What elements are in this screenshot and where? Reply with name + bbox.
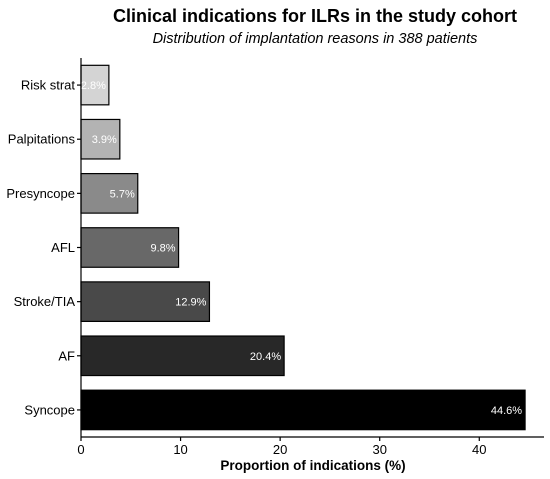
y-tick-label: AF	[58, 348, 75, 363]
data-label: 20.4%	[250, 351, 281, 363]
x-tick-label: 20	[273, 442, 287, 457]
x-axis-ticks: 0 10 20 30 40	[77, 437, 487, 457]
data-label: 44.6%	[491, 405, 522, 417]
bars-group: 44.6% 20.4% 12.9% 9.8% 5.7% 3.9% 2.8%	[80, 64, 526, 431]
bar-palpitations	[80, 118, 121, 160]
x-tick-label: 30	[372, 442, 386, 457]
y-tick-label: Risk strat	[21, 78, 76, 93]
bar-af	[80, 335, 285, 377]
y-tick-label: Palpitations	[8, 132, 76, 147]
bar-presyncope	[80, 172, 139, 214]
x-tick-label: 0	[77, 442, 84, 457]
x-tick-label: 40	[472, 442, 486, 457]
chart-subtitle: Distribution of implantation reasons in …	[153, 31, 478, 47]
data-label: 9.8%	[151, 243, 176, 255]
bar-stroke-tia	[80, 281, 211, 323]
data-label: 5.7%	[110, 188, 135, 200]
bar-syncope	[80, 389, 526, 431]
data-label: 12.9%	[175, 297, 206, 309]
data-label: 3.9%	[92, 134, 117, 146]
chart-title: Clinical indications for ILRs in the stu…	[113, 6, 517, 26]
y-tick-label: Syncope	[24, 402, 75, 417]
y-axis-ticks: Syncope AF Stroke/TIA AFL Presyncope Palpitat…	[6, 78, 81, 417]
y-tick-label: AFL	[51, 240, 75, 255]
bar-afl	[80, 227, 180, 268]
x-axis-label: Proportion of indications (%)	[220, 458, 405, 473]
y-tick-label: Stroke/TIA	[14, 294, 76, 309]
data-label: 2.8%	[81, 80, 106, 92]
y-tick-label: Presyncope	[6, 186, 75, 201]
x-tick-label: 10	[173, 442, 187, 457]
